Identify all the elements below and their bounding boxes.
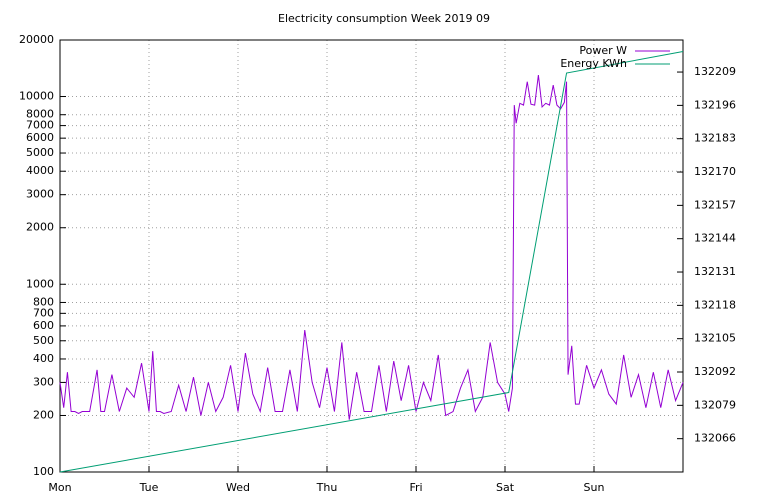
y-tick-label: 8000 xyxy=(26,108,54,121)
y2-tick-label: 132196 xyxy=(694,98,736,111)
y-tick-label: 500 xyxy=(33,334,54,347)
y-tick-label: 200 xyxy=(33,408,54,421)
y2-tick-label: 132157 xyxy=(694,198,736,211)
y-tick-label: 5000 xyxy=(26,146,54,159)
plot-frame xyxy=(59,39,684,473)
y2-tick-label: 132144 xyxy=(694,232,736,245)
x-tick-label: Sun xyxy=(584,481,605,494)
x-tick-label: Wed xyxy=(226,481,250,494)
legend-label: Energy KWh xyxy=(560,57,627,70)
legend-label: Power W xyxy=(579,44,627,57)
y-tick-label: 400 xyxy=(33,352,54,365)
y2-tick-label: 132066 xyxy=(694,432,736,445)
y2-tick-label: 132131 xyxy=(694,265,736,278)
y-tick-label: 10000 xyxy=(19,90,54,103)
x-tick-label: Tue xyxy=(139,481,159,494)
y-tick-label: 6000 xyxy=(26,131,54,144)
y-tick-label: 800 xyxy=(33,295,54,308)
y2-tick-label: 132092 xyxy=(694,365,736,378)
y-tick-label: 600 xyxy=(33,319,54,332)
y-tick-label: 20000 xyxy=(19,33,54,46)
y2-tick-label: 132105 xyxy=(694,332,736,345)
y-tick-label: 3000 xyxy=(26,188,54,201)
y2-tick-label: 132183 xyxy=(694,132,736,145)
chart-title: Electricity consumption Week 2019 09 xyxy=(278,12,490,25)
y-tick-label: 4000 xyxy=(26,164,54,177)
y-tick-label: 100 xyxy=(33,465,54,478)
series-line xyxy=(59,75,684,420)
y-tick-label: 2000 xyxy=(26,221,54,234)
y-tick-label: 300 xyxy=(33,375,54,388)
y-tick-label: 700 xyxy=(33,306,54,319)
x-tick-label: Mon xyxy=(48,481,71,494)
x-tick-label: Thu xyxy=(316,481,338,494)
y2-tick-label: 132118 xyxy=(694,298,736,311)
y2-tick-label: 132170 xyxy=(694,165,736,178)
y-tick-label: 7000 xyxy=(26,119,54,132)
y2-tick-label: 132209 xyxy=(694,65,736,78)
y-tick-label: 1000 xyxy=(26,277,54,290)
x-tick-label: Fri xyxy=(409,481,422,494)
x-tick-label: Sat xyxy=(496,481,515,494)
y2-tick-label: 132079 xyxy=(694,398,736,411)
series-line xyxy=(59,51,684,473)
